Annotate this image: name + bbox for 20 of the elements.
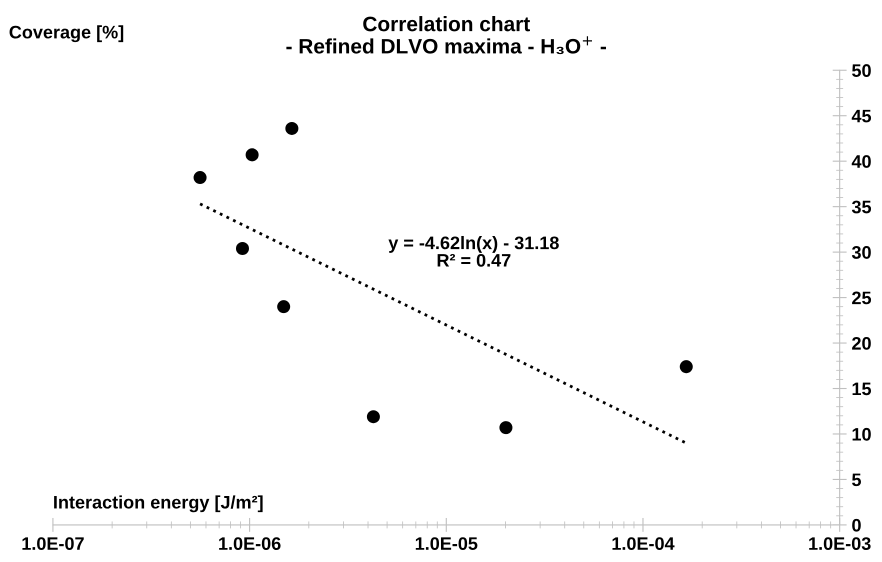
y-tick-label: 35	[852, 200, 872, 214]
x-tick-label: 1.0E-07	[22, 537, 84, 550]
x-tick-label: 1.0E-06	[219, 537, 281, 550]
y-tick-label: 5	[852, 474, 862, 486]
y-tick-label: 30	[852, 246, 871, 259]
y-tick-label: 50	[852, 64, 871, 77]
y-tick-label: 45	[852, 110, 872, 122]
x-tick-label: 1.0E-03	[809, 537, 871, 550]
x-tick-label: 1.0E-05	[416, 537, 478, 550]
x-tick-label: 1.0E-04	[612, 537, 675, 550]
chart-title: Correlation chart - Refined DLVO maxima - H₃O$^{+}$ -	[286, 16, 606, 54]
y-tick-label: 25	[852, 292, 872, 304]
x-axis-title: Interaction energy [J/m²]	[54, 495, 263, 512]
y-tick-label: 15	[852, 382, 872, 396]
y-tick-label: 10	[852, 428, 871, 441]
y-tick-label: 20	[852, 336, 871, 350]
annotation: y = -4.62ln(x) - 31.18 R² = 0.47	[388, 236, 559, 267]
y-tick-label: 40	[852, 155, 871, 168]
y-tick-label: 0	[852, 518, 861, 532]
y-axis-title: Coverage [%]	[10, 25, 124, 42]
